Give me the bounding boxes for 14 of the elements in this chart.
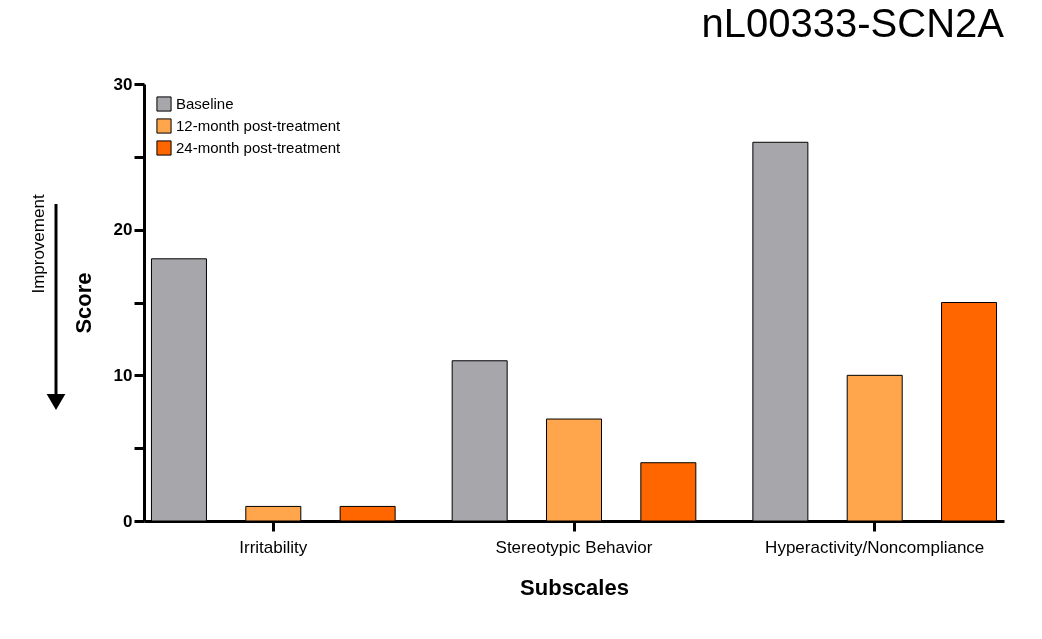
y-tick-label: 30 — [113, 74, 133, 94]
x-tick-label: Hyperactivity/Noncompliance — [765, 537, 985, 557]
x-axis-title: Subscales — [520, 574, 629, 600]
y-axis-title: Score — [70, 272, 96, 334]
y-tick-label: 20 — [113, 220, 133, 240]
y-tick-label: 0 — [123, 511, 133, 531]
y-tick-label: 10 — [113, 365, 133, 385]
legend-label: Baseline — [176, 95, 234, 112]
legend-label: 24-month post-treatment — [176, 139, 342, 156]
x-tick-label: Stereotypic Behavior — [495, 537, 653, 557]
chart-title: nL00333-SCN2A — [701, 1, 1005, 45]
text: Improvement — [29, 194, 48, 294]
x-tick-label: Irritability — [239, 537, 308, 557]
legend-label: 12-month post-treatment — [176, 117, 342, 134]
